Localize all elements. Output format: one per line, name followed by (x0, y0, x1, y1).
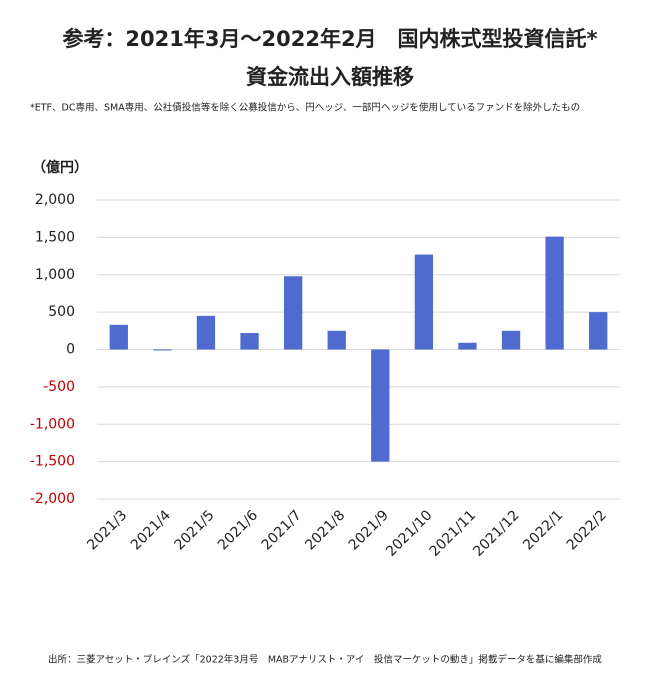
chart-title: 参考：2021年3月～2022年2月 国内株式型投資信託* (62, 27, 597, 51)
bar (501, 330, 521, 350)
y-tick-label: -1,500 (30, 454, 75, 470)
x-tick-label: 2021/6 (215, 507, 261, 553)
x-tick-label: 2021/8 (302, 507, 348, 553)
chart-subtitle: 資金流出入額推移 (246, 65, 414, 89)
bar (109, 324, 128, 350)
bar (153, 349, 172, 351)
bar (371, 349, 390, 462)
bar (414, 254, 434, 350)
note: *ETF、DC専用、SMA専用、公社債投信等を除く公募投信から、円ヘッジ、一部円… (30, 102, 580, 114)
x-tick-label: 2021/10 (383, 507, 435, 559)
bar (240, 333, 259, 350)
y-axis-label: （億円） (32, 159, 88, 176)
bar (327, 330, 346, 350)
x-tick-label: 2021/11 (427, 507, 479, 559)
y-tick-label: -1,000 (30, 416, 75, 432)
bar (589, 312, 608, 350)
bar (196, 315, 216, 350)
y-tick-label: 2,000 (35, 192, 75, 208)
y-tick-label: 500 (48, 304, 75, 320)
bar (545, 236, 564, 350)
y-tick-label: -2,000 (30, 491, 75, 507)
bar (283, 276, 303, 350)
x-tick-label: 2021/7 (259, 507, 305, 553)
x-tick-label: 2021/4 (128, 507, 174, 553)
y-tick-label: -500 (43, 379, 75, 395)
source: 出所：三菱アセット・ブレインズ「2022年3月号 MABアナリスト・アイ 投信マ… (48, 654, 602, 666)
x-tick-label: 2021/12 (470, 507, 522, 559)
y-tick-label: 1,000 (35, 267, 75, 283)
bar (458, 342, 477, 350)
x-tick-label: 2022/1 (520, 507, 566, 553)
y-tick-label: 1,500 (35, 229, 75, 245)
x-tick-label: 2022/2 (564, 507, 610, 553)
y-tick-label: 0 (66, 342, 75, 358)
x-tick-label: 2021/5 (171, 507, 217, 553)
x-tick-label: 2021/3 (84, 507, 130, 553)
